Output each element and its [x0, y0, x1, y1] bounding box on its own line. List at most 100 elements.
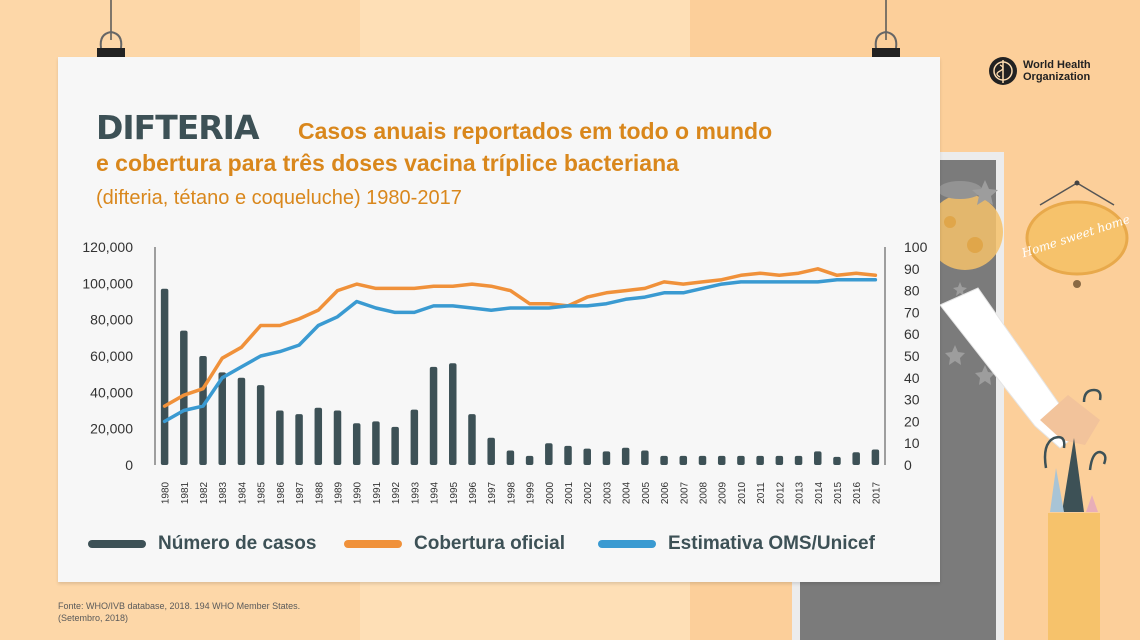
- who-line1: World Health: [1023, 59, 1091, 71]
- bar-cases: [276, 410, 284, 465]
- legend-official: Cobertura oficial: [344, 533, 565, 555]
- bar-cases: [180, 330, 188, 465]
- bar-cases: [410, 409, 419, 465]
- umbrella-icon: [1050, 468, 1064, 512]
- y-tick-left: 20,000: [90, 421, 133, 437]
- sign-string: [1076, 182, 1115, 206]
- y-tick-left: 40,000: [90, 384, 133, 400]
- x-tick-label: 2013: [795, 481, 806, 504]
- y-tick-left: 80,000: [90, 312, 133, 328]
- y-tick-right: 60: [904, 326, 920, 342]
- bar-cases: [737, 455, 745, 465]
- bar-cases: [564, 445, 572, 465]
- x-tick-label: 1998: [506, 481, 517, 504]
- title-main: DIFTERIA: [96, 108, 259, 147]
- bar-cases: [237, 377, 246, 465]
- x-tick-label: 1984: [237, 481, 248, 504]
- sign-nail: [1074, 180, 1080, 186]
- star-icon: [975, 365, 995, 385]
- legend-label-official: Cobertura oficial: [414, 533, 565, 554]
- x-tick-label: 1982: [199, 481, 210, 504]
- x-tick-label: 1983: [218, 481, 229, 504]
- bar-cases: [333, 410, 342, 465]
- line-who-unicef-estimate: [162, 277, 878, 424]
- star-icon: [972, 180, 998, 205]
- x-tick-label: 2008: [699, 481, 710, 504]
- legend-swatch-estimate: [598, 540, 656, 548]
- y-tick-right: 50: [904, 348, 920, 364]
- y-tick-left: 60,000: [90, 348, 133, 364]
- x-tick-label: 1988: [314, 481, 325, 504]
- x-tick-label: 2011: [756, 482, 767, 504]
- x-tick-label: 1994: [430, 481, 441, 504]
- legend-swatch-cases: [88, 540, 146, 548]
- bar-cases: [660, 455, 668, 465]
- bar-cases: [506, 450, 515, 465]
- x-tick-label: 1987: [295, 481, 306, 504]
- bar-cases: [814, 451, 822, 465]
- umbrella-icon: [1062, 438, 1084, 512]
- bar-cases: [391, 426, 399, 465]
- legend-cases: Número de casos: [88, 533, 316, 555]
- title-line3: (difteria, tétano e coqueluche) 1980-201…: [96, 187, 462, 209]
- line-official-coverage: [162, 267, 878, 408]
- x-tick-label: 1989: [334, 481, 345, 504]
- bar-cases: [487, 437, 495, 465]
- y-tick-right: 10: [904, 435, 920, 451]
- y-tick-right: 30: [904, 392, 920, 408]
- x-tick-label: 1990: [353, 481, 364, 504]
- binder-clip-icon: [99, 30, 123, 49]
- bar-cases: [295, 414, 303, 465]
- source-note: Fonte: WHO/IVB database, 2018. 194 WHO M…: [58, 600, 300, 624]
- moon-crater: [967, 237, 983, 253]
- x-tick-label: 2001: [564, 481, 575, 504]
- bar-cases: [160, 288, 169, 465]
- y-tick-right: 20: [904, 413, 920, 429]
- bar-cases: [429, 366, 438, 465]
- bar-cases: [449, 363, 457, 465]
- bar-cases: [372, 421, 380, 465]
- x-tick-label: 1997: [487, 481, 498, 504]
- legend-label-estimate: Estimativa OMS/Unicef: [668, 533, 875, 554]
- title-line1: Casos anuais reportados em todo o mundo: [298, 118, 773, 144]
- hand: [1040, 395, 1100, 445]
- y-tick-right: 40: [904, 370, 920, 386]
- bar-cases: [717, 455, 726, 465]
- binder-clip-icon: [874, 30, 898, 49]
- x-tick-label: 1992: [391, 481, 402, 504]
- x-tick-label: 2004: [622, 481, 633, 504]
- x-tick-label: 2015: [833, 481, 844, 504]
- y-tick-right: 90: [904, 261, 920, 277]
- source-line1: Fonte: WHO/IVB database, 2018. 194 WHO M…: [58, 601, 301, 611]
- bar-cases: [698, 455, 707, 465]
- y-tick-left: 120,000: [82, 239, 133, 255]
- moon-crater: [944, 216, 956, 228]
- umbrella-handle-icon: [1043, 435, 1066, 469]
- umbrella-handle-icon: [1082, 388, 1102, 403]
- umbrella-handle-icon: [1088, 450, 1107, 471]
- bar-cases: [871, 449, 880, 465]
- bar-cases: [545, 443, 553, 465]
- source-line2: (Setembro, 2018): [58, 613, 129, 623]
- bar-cases: [794, 455, 803, 465]
- x-tick-label: 1986: [276, 481, 287, 504]
- x-tick-label: 2000: [545, 481, 556, 504]
- title-line2: e cobertura para três doses vacina trípl…: [96, 150, 679, 176]
- x-tick-label: 1980: [161, 481, 172, 504]
- bar-cases: [756, 455, 764, 465]
- x-tick-label: 2006: [660, 481, 671, 504]
- star-icon: [953, 282, 967, 296]
- cloud-icon: [938, 181, 982, 199]
- x-tick-label: 1985: [257, 481, 268, 504]
- bar-cases: [641, 450, 649, 465]
- x-tick-label: 2012: [775, 481, 786, 504]
- y-tick-left: 0: [125, 457, 133, 473]
- who-logo: World Health Organization: [988, 56, 1091, 86]
- x-tick-label: 2007: [679, 481, 690, 504]
- x-tick-label: 1996: [468, 481, 479, 504]
- x-tick-label: 2010: [737, 481, 748, 504]
- x-tick-label: 2009: [718, 481, 729, 504]
- x-tick-label: 1981: [180, 481, 191, 504]
- x-tick-label: 2016: [852, 481, 863, 504]
